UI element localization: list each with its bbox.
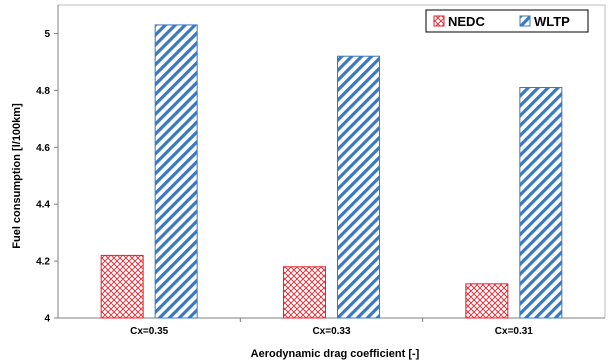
y-tick-label: 4.4 bbox=[36, 200, 50, 211]
bar-wltp-1 bbox=[154, 24, 198, 319]
legend-box bbox=[425, 9, 589, 33]
bar-nedc-2 bbox=[283, 266, 326, 319]
y-tick-label: 4.2 bbox=[36, 257, 50, 268]
y-tick-label: 4.6 bbox=[36, 143, 50, 154]
bar-wltp-3 bbox=[519, 87, 563, 319]
x-tick-label: Cx=0.33 bbox=[312, 326, 351, 337]
y-tick-label: 5 bbox=[44, 29, 50, 40]
legend: NEDC WLTP bbox=[425, 9, 589, 33]
legend-swatch-wltp bbox=[519, 15, 531, 27]
bar-wltp-2 bbox=[337, 55, 380, 319]
bars bbox=[100, 24, 563, 319]
y-tick-label: 4.8 bbox=[36, 86, 50, 97]
tick-labels: 4 4.2 4.4 4.6 4.8 5 Cx=0.35 Cx=0.33 Cx=0.31 bbox=[36, 29, 533, 337]
bar-nedc-1 bbox=[100, 254, 144, 319]
x-tick-label: Cx=0.31 bbox=[495, 326, 534, 337]
bar-nedc-3 bbox=[465, 283, 509, 319]
x-axis-title: Aerodynamic drag coefficient [-] bbox=[251, 348, 420, 360]
y-axis-title: Fuel consumption [l/100km] bbox=[11, 103, 23, 249]
legend-label-wltp: WLTP bbox=[534, 14, 570, 29]
legend-label-nedc: NEDC bbox=[448, 14, 485, 29]
legend-swatch-nedc bbox=[433, 15, 445, 27]
axes bbox=[54, 4, 606, 322]
y-tick-label: 4 bbox=[44, 314, 50, 325]
x-tick-label: Cx=0.35 bbox=[130, 326, 169, 337]
